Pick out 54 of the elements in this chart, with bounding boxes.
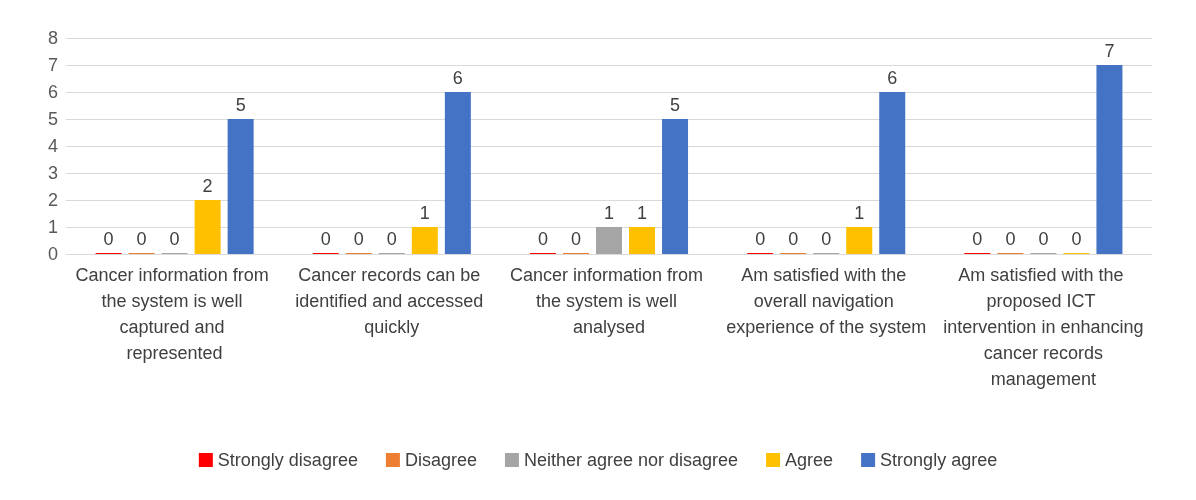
bar [444, 92, 471, 254]
data-label: 6 [887, 68, 898, 88]
data-label: 6 [452, 68, 463, 88]
x-tick-label: Cancer information from the system is well captured and represented [75, 265, 274, 363]
bar [411, 227, 438, 254]
legend-label: Strongly disagree [217, 450, 358, 470]
legend-label: Strongly agree [880, 450, 998, 470]
y-tick-label: 0 [47, 244, 58, 264]
bar [662, 119, 689, 254]
y-tick-label: 5 [47, 109, 58, 129]
x-tick-label: Am satisfied with the proposed ICT intervention in enhancing cancer records management [943, 265, 1144, 389]
data-label: 1 [603, 203, 615, 223]
bar [879, 92, 906, 254]
bar [194, 200, 221, 254]
data-label: 0 [821, 229, 832, 249]
data-label: 0 [136, 229, 147, 249]
data-label: 7 [1104, 41, 1115, 61]
data-label: 0 [788, 229, 799, 249]
data-label: 0 [386, 229, 397, 249]
bar [1096, 65, 1123, 254]
data-label: 0 [353, 229, 364, 249]
data-label: 0 [169, 229, 180, 249]
data-label: 1 [854, 203, 865, 223]
bar [227, 119, 254, 254]
legend-label: Agree [785, 450, 834, 470]
y-tick-label: 1 [47, 217, 58, 237]
bar [596, 227, 622, 254]
x-tick-label: Am satisfied with the overall navigation experience of the system [726, 265, 927, 337]
x-tick-label: Cancer records can be identified and accessed quickly [295, 265, 489, 337]
y-tick-label: 6 [47, 82, 58, 102]
data-label: 0 [755, 229, 766, 249]
data-label: 0 [537, 229, 548, 249]
data-label: 0 [1005, 229, 1016, 249]
y-tick-label: 7 [47, 55, 58, 75]
y-tick-label: 4 [47, 136, 58, 156]
legend-label: Neither agree nor disagree [523, 450, 739, 470]
data-label: 0 [320, 229, 331, 249]
data-label: 1 [419, 203, 430, 223]
bar [846, 227, 873, 254]
data-label: 5 [670, 95, 681, 115]
data-label: 0 [103, 229, 114, 249]
data-label: 2 [202, 176, 213, 196]
data-label: 1 [637, 203, 648, 223]
data-label: 0 [972, 229, 983, 249]
data-label: 0 [1071, 229, 1082, 249]
y-tick-label: 8 [47, 28, 58, 48]
x-tick-label: Cancer information from the system is well analysed [509, 265, 709, 337]
data-label: 0 [1038, 229, 1049, 249]
data-label: 5 [235, 95, 246, 115]
bar [629, 227, 656, 254]
data-label: 0 [570, 229, 581, 249]
legend-label: Disagree [404, 450, 477, 470]
y-tick-label: 2 [47, 190, 58, 210]
y-tick-label: 3 [47, 163, 58, 183]
